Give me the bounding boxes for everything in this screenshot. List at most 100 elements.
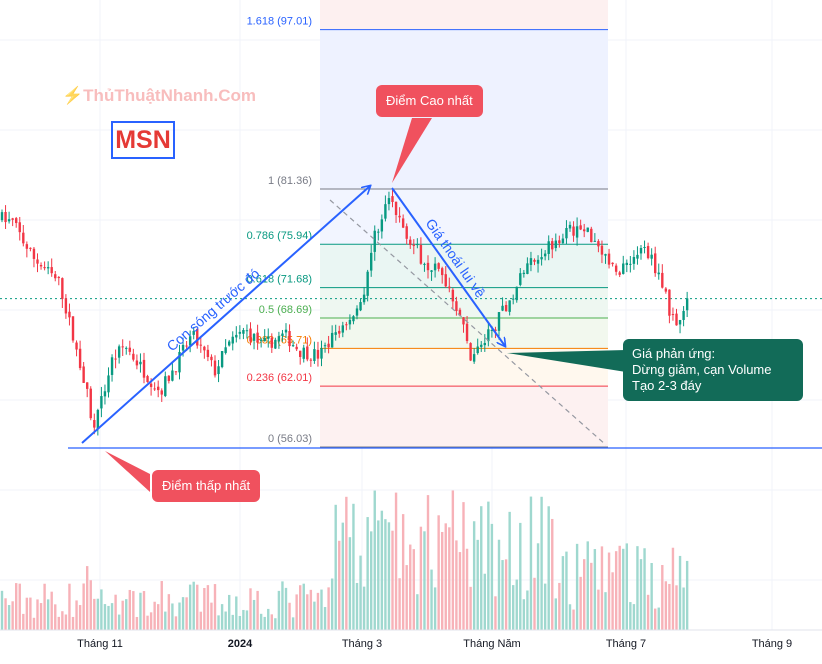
volume-bar: [61, 611, 64, 630]
candle-body: [437, 263, 440, 269]
volume-bar: [110, 603, 114, 630]
volume-bar: [387, 522, 391, 630]
volume-bar: [650, 562, 653, 630]
candle-body: [380, 219, 384, 232]
volume-bar: [171, 603, 174, 630]
reaction-line-1: Giá phản ứng:: [632, 346, 716, 361]
candle-body: [259, 339, 263, 341]
volume-bar: [629, 602, 632, 630]
volume-bar: [409, 544, 412, 630]
candle-body: [433, 263, 437, 271]
volume-bar: [504, 559, 508, 630]
volume-bar: [451, 490, 455, 630]
volume-bar: [685, 560, 689, 630]
candle-body: [57, 277, 60, 279]
fib-level-label: 1 (81.36): [268, 175, 312, 187]
fibonacci-zones: [320, 0, 608, 447]
candle-body: [614, 265, 618, 272]
candle-body: [586, 227, 589, 232]
volume-bar: [661, 565, 664, 630]
volume-bar: [558, 582, 561, 630]
candle-body: [465, 323, 469, 342]
candle-body: [423, 263, 426, 265]
candle-body: [224, 347, 227, 353]
candle-body: [114, 358, 117, 360]
candle-body: [217, 366, 220, 375]
candle-body: [561, 238, 565, 244]
x-tick-label: Tháng Năm: [463, 638, 520, 650]
volume-bar: [593, 549, 597, 630]
volume-bar: [536, 543, 540, 630]
volume-bar: [483, 573, 486, 630]
candle-body: [32, 248, 36, 259]
candle-body: [188, 336, 192, 346]
volume-bar: [32, 617, 36, 630]
volume-bar: [487, 501, 490, 630]
candle-body: [426, 262, 430, 271]
candle-body: [196, 329, 199, 346]
watermark-text: ThủThuậtNhanh.Com: [83, 86, 256, 105]
candle-body: [132, 353, 135, 360]
candle-body: [153, 388, 156, 390]
fib-level-label: 0.786 (75.94): [247, 230, 312, 242]
reaction-line-3: Tạo 2-3 đáy: [632, 378, 702, 393]
volume-bar: [330, 578, 334, 630]
candle-body: [668, 289, 671, 316]
volume-bar: [242, 609, 245, 630]
volume-bar: [39, 603, 43, 630]
volume-bar: [529, 496, 533, 630]
volume-bar: [210, 602, 213, 630]
volume-bar: [57, 616, 60, 630]
candle-body: [43, 267, 46, 269]
fib-level-label: 1.618 (97.01): [247, 16, 312, 28]
candle-body: [64, 298, 68, 314]
volume-bar: [472, 521, 476, 630]
volume-bar: [213, 584, 217, 630]
volume-bar: [291, 617, 295, 630]
candle-body: [551, 241, 554, 250]
candle-body: [0, 212, 4, 221]
low-point-text: Điểm thấp nhất: [162, 478, 251, 493]
volume-bar: [618, 545, 621, 630]
volume-bar: [46, 599, 50, 630]
candle-body: [508, 300, 511, 312]
volume-bar: [625, 543, 628, 630]
volume-bar: [43, 583, 46, 630]
watermark: ⚡ThủThuậtNhanh.Com: [62, 86, 256, 106]
candle-body: [554, 240, 557, 249]
candle-body: [128, 347, 131, 352]
pullback-arrow: [391, 187, 505, 346]
volume-bar: [245, 610, 249, 630]
volume-bar: [25, 597, 29, 630]
candle-body: [231, 336, 234, 344]
candle-body: [593, 240, 597, 242]
volume-bar: [405, 565, 408, 630]
volume-bar: [270, 614, 273, 630]
candle-body: [36, 259, 39, 264]
volume-bar: [515, 579, 518, 630]
volume-bar: [188, 584, 192, 630]
candle-body: [89, 388, 92, 419]
candle-body: [526, 263, 529, 274]
volume-bar: [309, 589, 313, 630]
volume-bar: [89, 580, 92, 630]
volume-bar: [519, 522, 522, 630]
candle-body: [611, 262, 614, 265]
volume-bar: [373, 490, 376, 630]
candle-body: [387, 198, 391, 205]
candle-body: [675, 313, 678, 326]
candle-body: [228, 341, 231, 346]
fib-zone: [320, 189, 608, 245]
volume-bar: [288, 602, 291, 630]
candle-body: [25, 244, 29, 249]
candle-body: [68, 311, 71, 318]
volume-bar: [419, 526, 423, 630]
wave-arrow: [81, 186, 370, 444]
candle-body: [654, 253, 657, 274]
candle-body: [139, 361, 142, 365]
volume-bar: [611, 572, 614, 630]
fib-level-label: 0.5 (68.69): [259, 304, 312, 316]
volume-bar: [29, 597, 32, 630]
volume-bar: [306, 594, 309, 630]
candle-body: [323, 345, 327, 347]
